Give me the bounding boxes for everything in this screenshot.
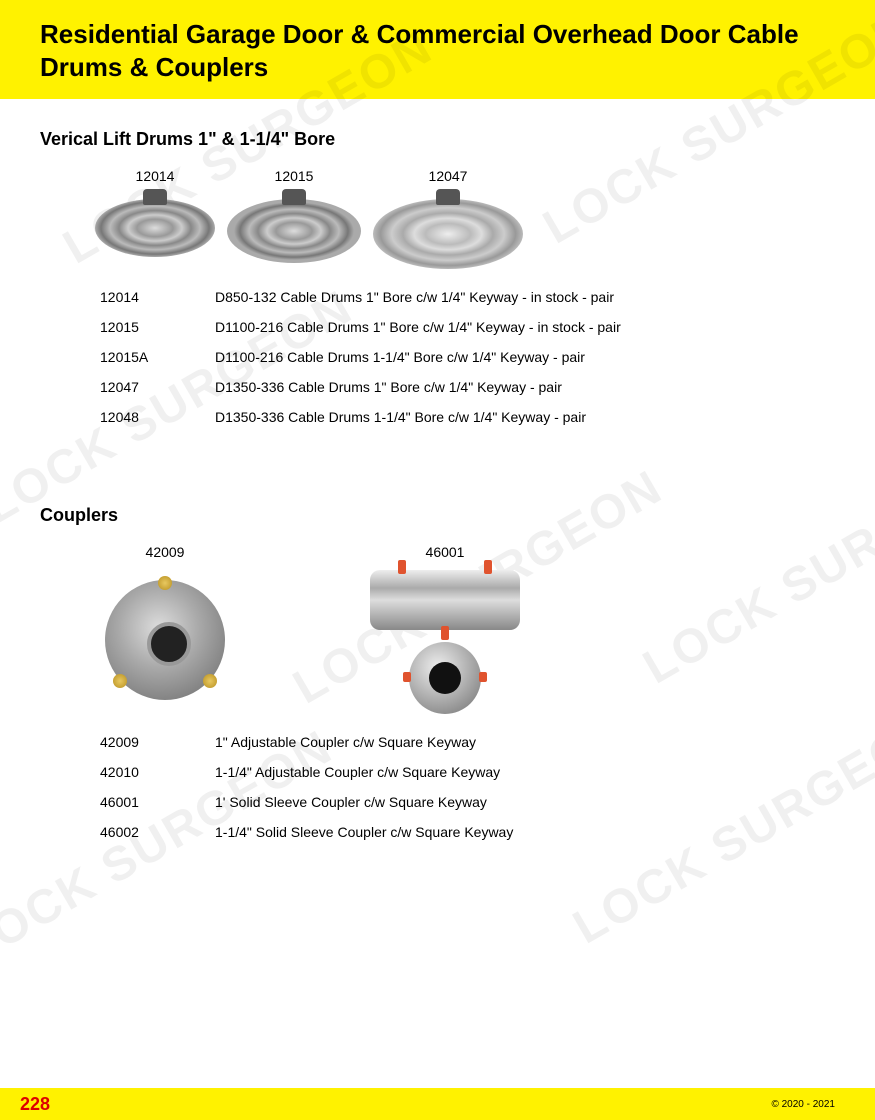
spec-desc: D1350-336 Cable Drums 1" Bore c/w 1/4" K… (215, 379, 835, 395)
bolt-icon (113, 674, 127, 688)
section-title-couplers: Couplers (40, 505, 835, 526)
table-row: 12014 D850-132 Cable Drums 1" Bore c/w 1… (100, 289, 835, 305)
drum-image (227, 189, 361, 263)
spec-desc: D1100-216 Cable Drums 1-1/4" Bore c/w 1/… (215, 349, 835, 365)
section-title-drums: Verical Lift Drums 1" & 1-1/4" Bore (40, 129, 835, 150)
coupler-spec-table: 42009 1" Adjustable Coupler c/w Square K… (100, 734, 835, 840)
table-row: 42009 1" Adjustable Coupler c/w Square K… (100, 734, 835, 750)
spec-desc: D1350-336 Cable Drums 1-1/4" Bore c/w 1/… (215, 409, 835, 425)
ring-icon (409, 642, 481, 714)
bolt-icon (203, 674, 217, 688)
spec-code: 42009 (100, 734, 215, 750)
spec-code: 46001 (100, 794, 215, 810)
stud-icon (484, 560, 492, 574)
spec-desc: D850-132 Cable Drums 1" Bore c/w 1/4" Ke… (215, 289, 835, 305)
page-number: 228 (20, 1094, 50, 1115)
table-row: 12047 D1350-336 Cable Drums 1" Bore c/w … (100, 379, 835, 395)
drum-item: 12014 (95, 168, 215, 269)
spec-code: 12047 (100, 379, 215, 395)
coupler-round-image (95, 570, 235, 700)
drum-image (95, 189, 215, 257)
table-row: 12015A D1100-216 Cable Drums 1-1/4" Bore… (100, 349, 835, 365)
spec-code: 12015A (100, 349, 215, 365)
spec-code: 12015 (100, 319, 215, 335)
table-row: 46001 1' Solid Sleeve Coupler c/w Square… (100, 794, 835, 810)
bolt-icon (158, 576, 172, 590)
table-row: 12048 D1350-336 Cable Drums 1-1/4" Bore … (100, 409, 835, 425)
header-bar: Residential Garage Door & Commercial Ove… (0, 0, 875, 99)
coupler-label: 42009 (95, 544, 235, 560)
copyright: © 2020 - 2021 (771, 1099, 835, 1110)
drum-label: 12014 (95, 168, 215, 184)
spec-code: 12014 (100, 289, 215, 305)
page-title: Residential Garage Door & Commercial Ove… (40, 18, 835, 83)
spec-desc: D1100-216 Cable Drums 1" Bore c/w 1/4" K… (215, 319, 835, 335)
drum-item: 12015 (227, 168, 361, 269)
spec-desc: 1' Solid Sleeve Coupler c/w Square Keywa… (215, 794, 835, 810)
stud-icon (403, 672, 411, 682)
section-couplers: Couplers 42009 46001 (40, 505, 835, 840)
spec-code: 42010 (100, 764, 215, 780)
stud-icon (398, 560, 406, 574)
coupler-label: 46001 (365, 544, 525, 560)
table-row: 46002 1-1/4" Solid Sleeve Coupler c/w Sq… (100, 824, 835, 840)
sleeve-icon (370, 570, 520, 630)
footer-bar: 228 © 2020 - 2021 (0, 1088, 875, 1120)
coupler-item: 46001 (365, 544, 525, 714)
table-row: 12015 D1100-216 Cable Drums 1" Bore c/w … (100, 319, 835, 335)
spec-desc: 1-1/4" Adjustable Coupler c/w Square Key… (215, 764, 835, 780)
spec-code: 46002 (100, 824, 215, 840)
drum-image-row: 12014 12015 12047 (95, 168, 835, 269)
coupler-item: 42009 (95, 544, 235, 700)
spec-desc: 1-1/4" Solid Sleeve Coupler c/w Square K… (215, 824, 835, 840)
spec-desc: 1" Adjustable Coupler c/w Square Keyway (215, 734, 835, 750)
table-row: 42010 1-1/4" Adjustable Coupler c/w Squa… (100, 764, 835, 780)
drum-label: 12047 (373, 168, 523, 184)
drum-image (373, 189, 523, 269)
stud-icon (479, 672, 487, 682)
coupler-image-row: 42009 46001 (95, 544, 835, 714)
drum-spec-table: 12014 D850-132 Cable Drums 1" Bore c/w 1… (100, 289, 835, 425)
stud-icon (441, 626, 449, 640)
spec-code: 12048 (100, 409, 215, 425)
drum-item: 12047 (373, 168, 523, 269)
section-drums: Verical Lift Drums 1" & 1-1/4" Bore 1201… (40, 129, 835, 425)
drum-label: 12015 (227, 168, 361, 184)
content: Verical Lift Drums 1" & 1-1/4" Bore 1201… (0, 99, 875, 840)
coupler-sleeve-image (365, 570, 525, 714)
